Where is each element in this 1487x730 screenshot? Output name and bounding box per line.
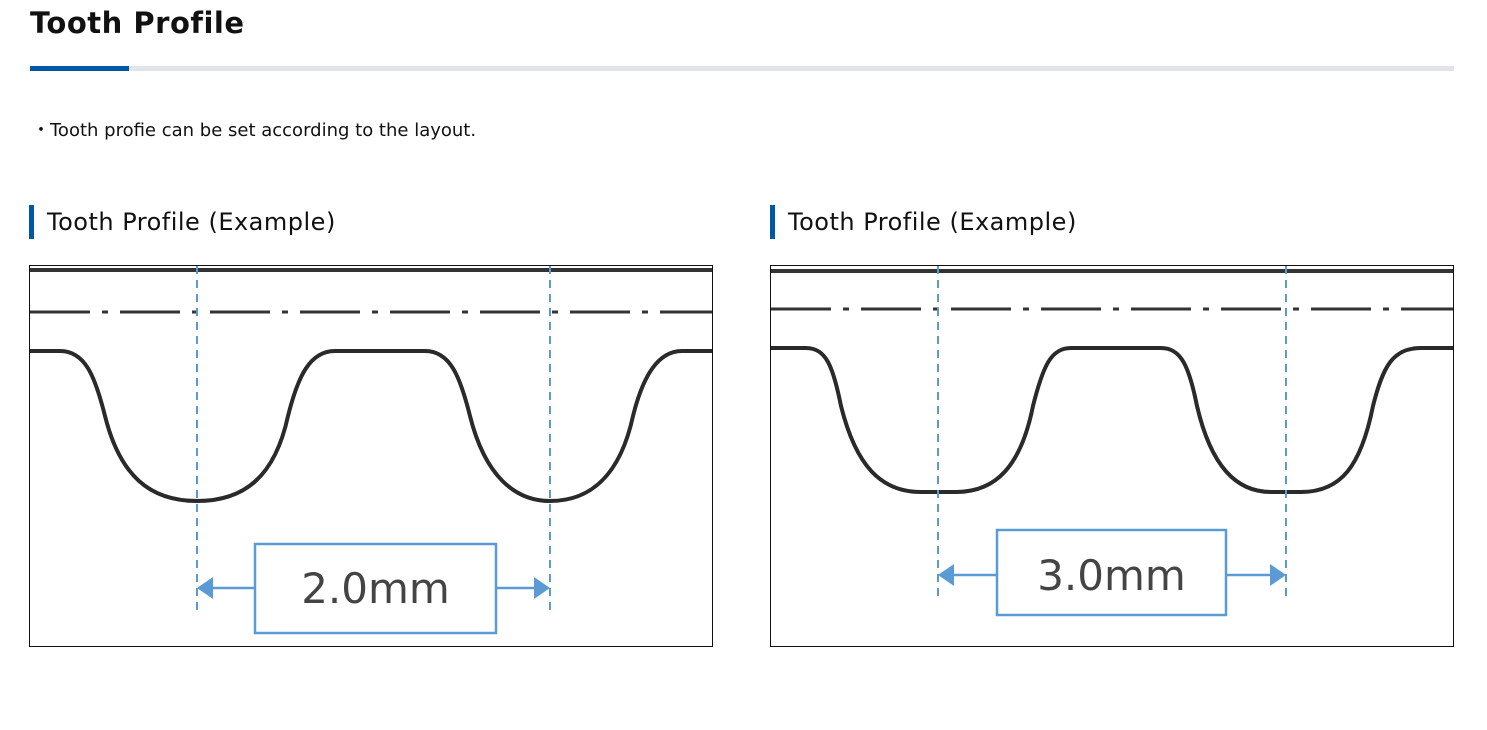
example-heading-2: Tooth Profile (Example)	[770, 205, 1077, 239]
tooth-profile-curve	[30, 351, 712, 501]
tooth-profile-diagram-3mm: 3.0mm	[770, 265, 1454, 647]
arrow-right-icon	[534, 577, 550, 599]
page-title: Tooth Profile	[30, 6, 245, 40]
diagram-svg: 2.0mm	[30, 266, 712, 646]
example-heading-1: Tooth Profile (Example)	[29, 205, 336, 239]
title-divider	[30, 66, 1454, 71]
arrow-right-icon	[1270, 564, 1286, 586]
pitch-label: 3.0mm	[1037, 551, 1186, 600]
diagram-svg: 3.0mm	[771, 266, 1453, 646]
arrow-left-icon	[938, 564, 954, 586]
pitch-label: 2.0mm	[301, 564, 450, 613]
description-text: ・Tooth profie can be set according to th…	[32, 116, 476, 142]
arrow-left-icon	[197, 577, 213, 599]
title-divider-accent	[30, 66, 129, 71]
tooth-profile-curve	[771, 348, 1453, 492]
tooth-profile-diagram-2mm: 2.0mm	[29, 265, 713, 647]
